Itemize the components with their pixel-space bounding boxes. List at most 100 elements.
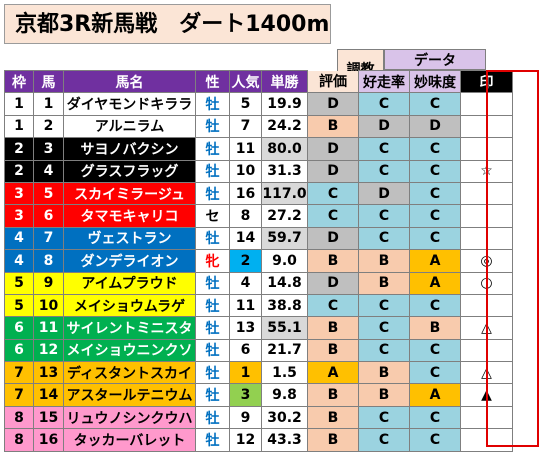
horse-number: 12 — [33, 338, 64, 363]
prediction-mark: △ — [460, 361, 513, 385]
horse-sex: 牡 — [195, 428, 230, 452]
fun-grade: B — [409, 316, 461, 340]
horse-name: サヨノバクシン — [63, 137, 196, 161]
col-eval-header: 評価 — [307, 70, 359, 94]
prediction-mark: ☆ — [460, 159, 513, 183]
table-row: 7 14 アスタールテニウム牡 3 9.8 B B A ▲ — [4, 383, 513, 407]
horse-name: アスタールテニウム — [63, 383, 196, 407]
popularity: 10 — [229, 159, 262, 183]
win-odds: 43.3 — [261, 428, 308, 452]
frame-number: 3 — [4, 181, 34, 206]
win-rate-grade: C — [358, 428, 410, 452]
race-title: 京都3R新馬戦 ダート1400m — [4, 4, 331, 44]
horse-number: 6 — [33, 204, 64, 228]
fun-grade: A — [409, 271, 461, 295]
win-odds: 55.1 — [261, 316, 308, 340]
frame-number: 4 — [4, 226, 34, 251]
table-row: 2 3 サヨノバクシン牡 11 80.0 D C C — [4, 137, 513, 161]
horse-number: 2 — [33, 114, 64, 139]
win-odds: 9.0 — [261, 249, 308, 273]
table-row: 8 16 タッカーバレット牡 12 43.3 B C C — [4, 428, 513, 452]
col-popularity-header: 人気 — [229, 69, 262, 94]
horse-name: グラスフラッグ — [63, 159, 196, 183]
table-row: 3 6 タマモキャリコセ 8 27.2 C C C — [4, 204, 513, 228]
horse-sex: 牡 — [195, 316, 230, 340]
win-rate-grade: C — [358, 293, 410, 318]
win-odds: 21.7 — [261, 338, 308, 363]
win-rate-grade: C — [358, 137, 410, 161]
win-odds: 14.8 — [261, 271, 308, 295]
win-odds: 59.7 — [261, 226, 308, 251]
fun-grade: D — [409, 114, 461, 139]
popularity: 9 — [229, 405, 262, 430]
horse-number: 9 — [33, 271, 64, 295]
frame-number: 3 — [4, 204, 34, 228]
win-rate-grade: B — [358, 361, 410, 385]
col-sex-header: 性 — [195, 69, 230, 94]
popularity: 2 — [229, 249, 262, 273]
horse-sex: 牡 — [195, 137, 230, 161]
popularity: 7 — [229, 114, 262, 139]
horse-name: ディスタントスカイ — [63, 361, 196, 385]
horse-name: ダイヤモンドキララ — [63, 92, 196, 116]
fun-grade: C — [409, 181, 461, 206]
table-row: 1 1 ダイヤモンドキララ牡 5 19.9 D C C — [4, 92, 513, 116]
win-rate-grade: B — [358, 383, 410, 407]
win-odds: 24.2 — [261, 114, 308, 139]
training-eval: D — [307, 226, 359, 251]
horse-name: メイショウムラゲ — [63, 293, 196, 318]
win-rate-grade: C — [358, 405, 410, 430]
win-odds: 31.3 — [261, 159, 308, 183]
popularity: 8 — [229, 204, 262, 228]
training-eval: B — [307, 114, 359, 139]
horse-sex: 牡 — [195, 92, 230, 116]
frame-number: 2 — [4, 137, 34, 161]
table-row: 1 2 アルニラム牡 7 24.2 B D D — [4, 114, 513, 139]
prediction-mark — [460, 204, 513, 228]
horse-sex: 牡 — [195, 181, 230, 206]
fun-grade: C — [409, 428, 461, 452]
win-odds: 117.0 — [261, 181, 308, 206]
popularity: 11 — [229, 293, 262, 318]
prediction-mark: △ — [460, 316, 513, 340]
col-uma-header: 馬 — [33, 69, 64, 94]
frame-number: 8 — [4, 428, 34, 452]
training-eval: D — [307, 92, 359, 116]
horse-sex: 牝 — [195, 249, 230, 273]
horse-sex: セ — [195, 204, 230, 228]
col-mark-header: 印 — [460, 69, 513, 94]
table-header-row: 枠 馬 馬名 性 人気 単勝 評価 好走率 妙味度 印 — [4, 69, 513, 94]
col-fun-header: 妙味度 — [409, 69, 461, 94]
table-row: 4 7 ヴェストラン牡 14 59.7 D C C — [4, 226, 513, 251]
prediction-mark — [460, 114, 513, 139]
training-eval: B — [307, 338, 359, 363]
training-eval: C — [307, 204, 359, 228]
prediction-mark — [460, 92, 513, 116]
fun-grade: C — [409, 293, 461, 318]
col-odds-header: 単勝 — [261, 69, 308, 94]
popularity: 13 — [229, 316, 262, 340]
training-eval: B — [307, 405, 359, 430]
popularity: 14 — [229, 226, 262, 251]
table-row: 8 15 リュウノシンクウハ牡 9 30.2 B C C — [4, 405, 513, 430]
horse-name: サイレントミニスタ — [63, 316, 196, 340]
table-row: 4 8 ダンデライオン牝 2 9.0 B B A ◎ — [4, 249, 513, 273]
horse-name: タッカーバレット — [63, 428, 196, 452]
fun-grade: C — [409, 137, 461, 161]
horse-name: アルニラム — [63, 114, 196, 139]
horse-number: 14 — [33, 383, 64, 407]
horse-number: 11 — [33, 316, 64, 340]
win-odds: 1.5 — [261, 361, 308, 385]
popularity: 3 — [229, 383, 262, 407]
table-row: 6 11 サイレントミニスタ牡 13 55.1 B C B △ — [4, 316, 513, 340]
col-waku-header: 枠 — [4, 69, 34, 94]
frame-number: 1 — [4, 114, 34, 139]
fun-grade: C — [409, 159, 461, 183]
table-row: 7 13 ディスタントスカイ牡 1 1.5 A B C △ — [4, 361, 513, 385]
training-eval: C — [307, 181, 359, 206]
win-rate-grade: C — [358, 226, 410, 251]
popularity: 12 — [229, 428, 262, 452]
fun-grade: A — [409, 383, 461, 407]
win-rate-grade: B — [358, 249, 410, 273]
popularity: 5 — [229, 92, 262, 116]
